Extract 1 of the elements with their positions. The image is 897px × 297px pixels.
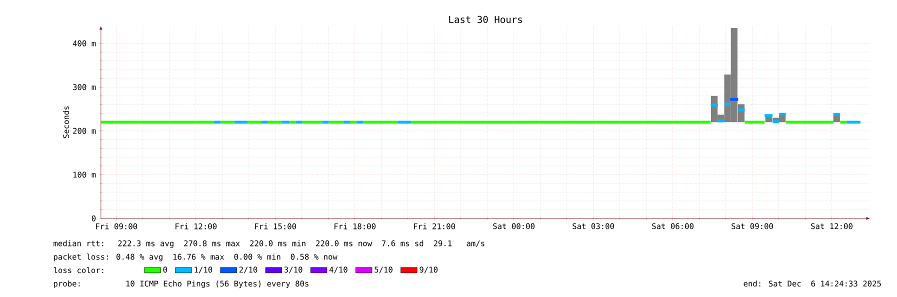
chart-title: Last 30 Hours [449,16,522,24]
